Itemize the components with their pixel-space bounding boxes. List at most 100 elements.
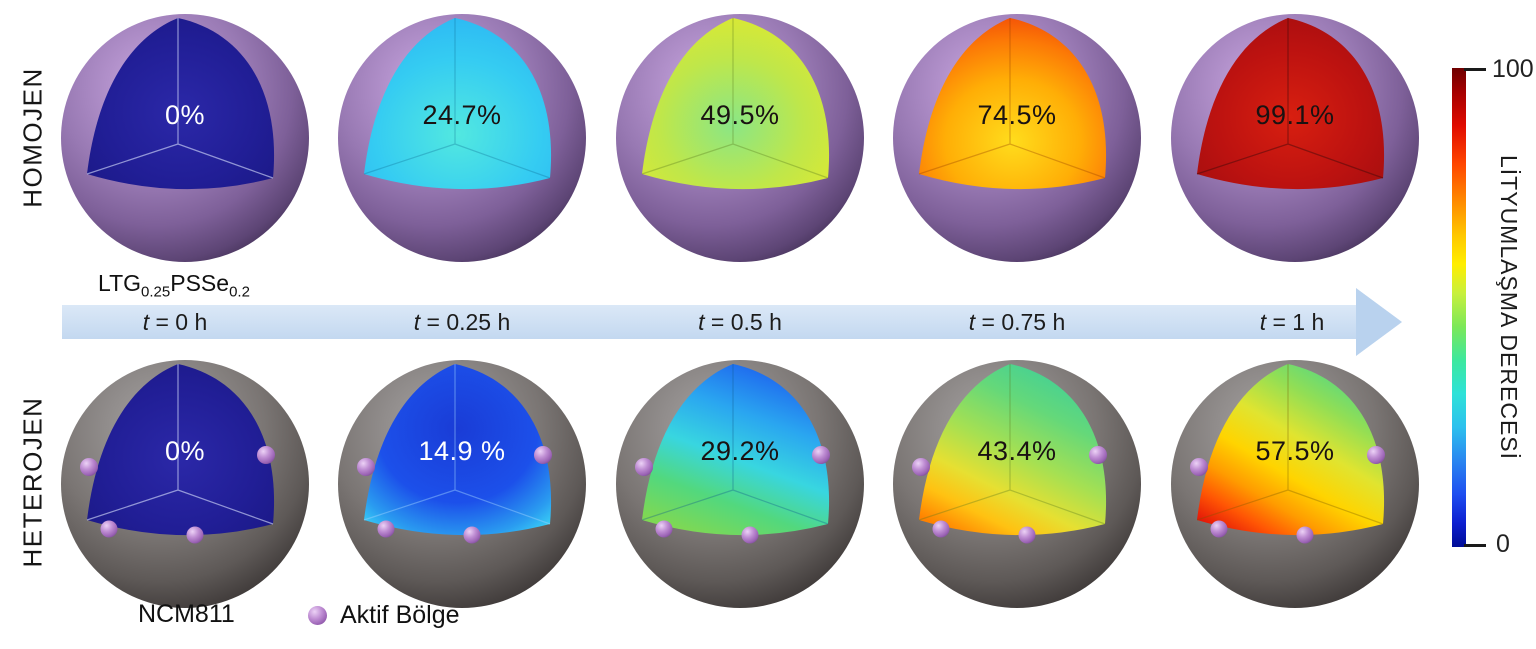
timeline-arrow-head-icon [1356,288,1402,356]
material-sub1: 0.25 [141,283,171,301]
active-site-legend-icon [308,605,327,625]
lithiation-value: 29.2% [700,436,780,466]
time-var: t [1259,309,1267,335]
particle-graphic [1171,360,1419,608]
octant-cut [919,18,1107,190]
particle-graphic [616,14,864,262]
time-label-4: t = 1 h [1182,305,1402,339]
octant-cut [919,364,1107,536]
particle-graphic [893,360,1141,608]
active-site-dot [912,458,930,476]
octant-cut [642,18,830,190]
row-label-heterojen: HETEROJEN [17,396,48,568]
active-site-dot [1089,446,1107,464]
time-value: = 0.75 h [975,309,1066,335]
lithiation-value: 74.5% [977,100,1057,130]
active-site-dot [1296,526,1314,544]
active-site-dot [635,458,653,476]
active-site-dot [932,520,950,538]
material-sub2: 0.2 [229,283,250,301]
colorbar-tick-max [1464,68,1486,71]
particle-graphic [61,360,309,608]
lithiation-value: 0% [164,436,206,466]
octant-cut [364,18,552,190]
time-var: t [413,309,421,335]
particle-graphic [61,14,309,262]
lithiation-value: 43.4% [977,436,1057,466]
lithiation-value: 99.1% [1255,100,1335,130]
material-label-ncm811: NCM811 [138,600,235,628]
material-pre: LTG [98,270,142,296]
octant-cut [642,364,830,536]
octant-cut [364,364,552,536]
particle-graphic [338,360,586,608]
active-site-dot [1367,446,1385,464]
colorbar-max-label: 100 [1492,55,1534,83]
active-site-dot [1190,458,1208,476]
time-label-0: t = 0 h [65,305,285,339]
active-site-dot [257,446,275,464]
octant-cut [1197,364,1385,536]
row-label-homojen: HOMOJEN [17,67,48,208]
time-var: t [968,309,976,335]
time-label-1: t = 0.25 h [352,305,572,339]
colorbar-gradient [1452,68,1466,547]
particle-heterojen-t05: 29.2% [614,358,866,610]
cut-edge-lines [86,364,274,525]
time-var: t [698,309,705,335]
particle-graphic [893,14,1141,262]
time-label-2: t = 0.5 h [630,305,850,339]
active-site-dot [1018,526,1036,544]
particle-homojen-t1: 99.1% [1169,12,1421,264]
material-mid: PSSe [170,270,230,296]
active-site-dot [534,446,552,464]
particle-heterojen-t0: 0% [59,358,311,610]
particle-graphic [1171,14,1419,262]
octant-cut [1197,18,1385,190]
cut-edge-lines [918,364,1106,525]
octant-cut [87,18,275,190]
time-value: = 0.5 h [704,309,782,335]
cut-edge-lines [641,18,829,179]
active-site-dot [100,520,118,538]
lithiation-value: 24.7% [422,100,502,130]
particle-homojen-t0: 0% [59,12,311,264]
particle-heterojen-t075: 43.4% [891,358,1143,610]
particle-homojen-t075: 74.5% [891,12,1143,264]
active-site-dot [463,526,481,544]
cut-edge-lines [1196,364,1384,525]
time-value: = 0 h [149,309,208,335]
legend-active-site: Aktif Bölge [308,598,460,632]
particle-homojen-t025: 24.7% [336,12,588,264]
active-site-dot [741,526,759,544]
cut-edge-lines [363,364,551,525]
octant-cut [87,364,275,536]
active-site-dot [812,446,830,464]
cut-edge-lines [918,18,1106,179]
cut-edge-lines [86,18,274,179]
active-site-dot [80,458,98,476]
cut-edge-lines [641,364,829,525]
active-site-dot [186,526,204,544]
colorbar-min-label: 0 [1496,530,1510,558]
active-site-dot [357,458,375,476]
particle-heterojen-t025: 14.9 % [336,358,588,610]
lithiation-value: 57.5% [1255,436,1335,466]
colorbar-title: LİTYUMLAŞMA DERECESİ [1496,154,1522,461]
lithiation-value: 14.9 % [418,436,506,466]
colorbar-tick-min [1464,544,1486,547]
legend-label: Aktif Bölge [340,600,460,629]
time-var: t [142,309,150,335]
particle-graphic [616,360,864,608]
time-value: = 0.25 h [420,309,511,335]
timeline-arrow-shaft [62,305,1356,339]
lithiation-value: 0% [164,100,206,130]
material-label-ltg: LTG0.25PSSe0.2 [98,270,250,301]
lithiation-value: 49.5% [700,100,780,130]
time-value: = 1 h [1266,309,1325,335]
particle-graphic [338,14,586,262]
active-site-dot [655,520,673,538]
cut-edge-lines [363,18,551,179]
particle-homojen-t05: 49.5% [614,12,866,264]
